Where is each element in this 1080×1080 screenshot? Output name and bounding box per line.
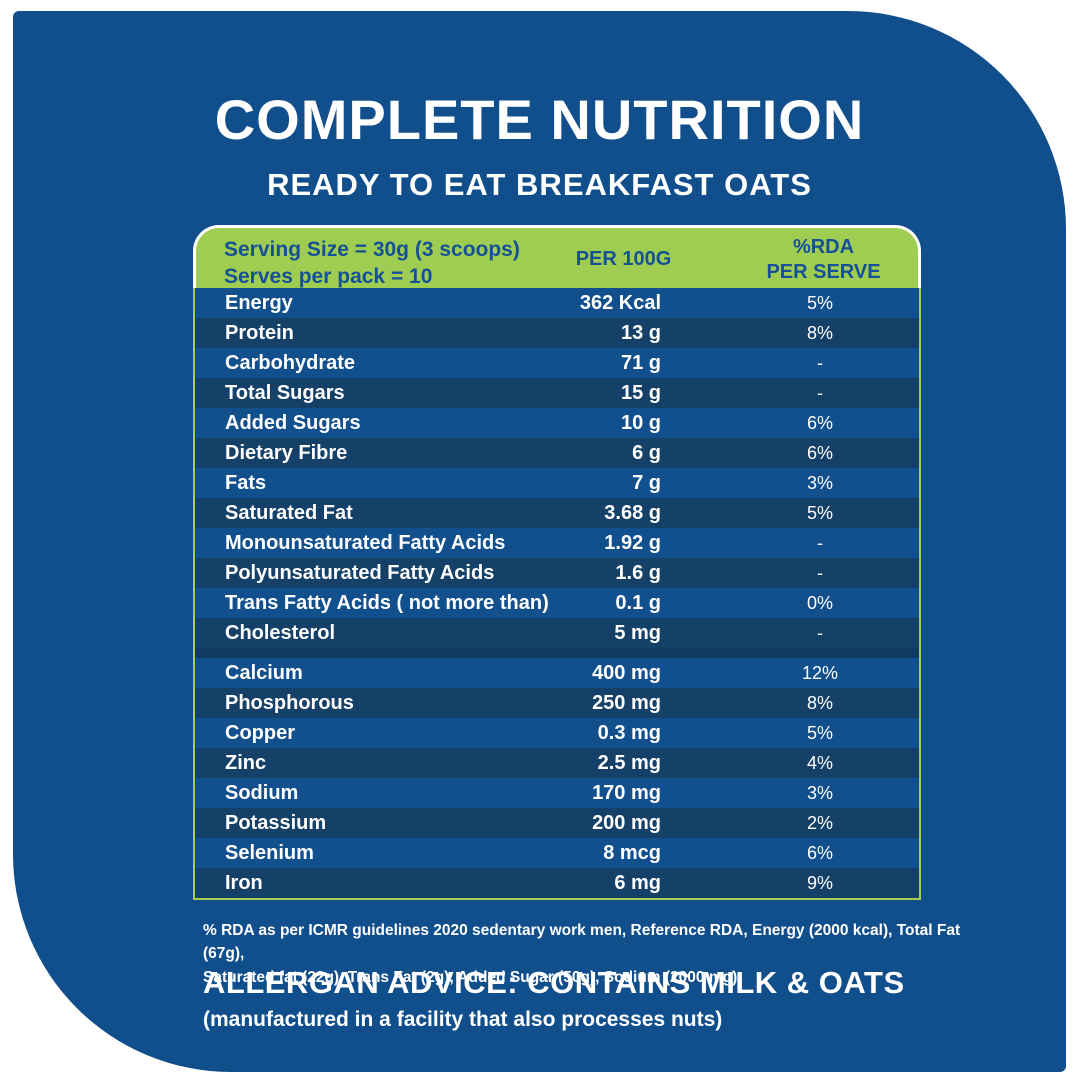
nutrient-value-per-100g: 200 mg [592, 811, 661, 834]
nutrient-value-per-100g: 0.3 mg [597, 721, 661, 744]
nutrient-rda-per-serve: 5% [806, 722, 833, 743]
nutrient-value-per-100g: 5 mg [614, 621, 661, 644]
nutrient-value-per-100g: 170 mg [592, 781, 661, 804]
nutrient-name: Dietary Fibre [225, 441, 348, 464]
nutrient-row: Sodium 170 mg 3% [195, 778, 919, 808]
rda-footnote: % RDA as per ICMR guidelines 2020 sedent… [203, 919, 963, 989]
nutrient-rda-per-serve: - [817, 622, 823, 643]
nutrient-name: Cholesterol [225, 621, 336, 644]
nutrient-rda-per-serve: - [817, 532, 823, 553]
page-title: COMPLETE NUTRITION [214, 88, 865, 151]
nutrient-name: Polyunsaturated Fatty Acids [225, 561, 495, 584]
nutrient-name: Iron [225, 871, 263, 894]
nutrient-name: Zinc [225, 751, 267, 774]
nutrient-name: Total Sugars [225, 381, 345, 404]
nutrient-value-per-100g: 400 mg [592, 661, 661, 684]
nutrient-value-per-100g: 1.92 g [604, 531, 661, 554]
nutrient-row: Monounsaturated Fatty Acids 1.92 g - [195, 528, 919, 558]
nutrient-rda-per-serve: 4% [806, 752, 833, 773]
nutrient-rda-per-serve: 3% [806, 472, 833, 493]
nutrition-table-body: Energy 362 Kcal 5% Protein 13 g 8% Carbohydrat… [193, 288, 921, 900]
allergen-advice: ALLERGAN ADVICE: CONTAINS MILK & OATS [203, 965, 905, 1000]
nutrient-rda-per-serve: 6% [806, 442, 833, 463]
nutrition-label-card: COMPLETE NUTRITION READY TO EAT BREAKFAS… [13, 11, 1066, 1072]
nutrient-name: Calcium [225, 661, 303, 684]
nutrient-value-per-100g: 6 g [632, 441, 661, 464]
nutrient-name: Protein [225, 321, 294, 344]
nutrient-rda-per-serve: - [817, 352, 823, 373]
nutrient-value-per-100g: 6 mg [614, 871, 661, 894]
nutrient-row: Energy 362 Kcal 5% [195, 288, 919, 318]
nutrient-rda-per-serve: - [817, 562, 823, 583]
nutrient-name: Monounsaturated Fatty Acids [225, 531, 506, 554]
nutrient-row: Calcium 400 mg 12% [195, 658, 919, 688]
nutrient-value-per-100g: 3.68 g [604, 501, 661, 524]
nutrient-rda-per-serve: 12% [801, 662, 839, 683]
nutrient-value-per-100g: 1.6 g [615, 561, 661, 584]
serving-size-line: Serving Size = 30g (3 scoops) [224, 238, 520, 261]
rda-header-line2: PER SERVE [766, 261, 881, 283]
nutrient-name: Selenium [225, 841, 314, 864]
nutrient-rda-per-serve: - [817, 382, 823, 403]
nutrient-row: Trans Fatty Acids ( not more than) 0.1 g 0… [195, 588, 919, 618]
nutrient-rda-per-serve: 6% [806, 412, 833, 433]
nutrient-rda-per-serve: 6% [806, 842, 833, 863]
nutrient-row: Cholesterol 5 mg - [195, 618, 919, 648]
nutrient-name: Carbohydrate [225, 351, 356, 374]
rda-footnote-line1: % RDA as per ICMR guidelines 2020 sedent… [203, 922, 961, 963]
nutrient-row: Saturated Fat 3.68 g 5% [195, 498, 919, 528]
nutrition-table: Serving Size = 30g (3 scoops) Serves per… [193, 225, 921, 900]
nutrient-rda-per-serve: 3% [806, 782, 833, 803]
column-header-per-100g: PER 100G [575, 248, 672, 270]
nutrient-row: Zinc 2.5 mg 4% [195, 748, 919, 778]
nutrient-name: Added Sugars [225, 411, 361, 434]
nutrient-value-per-100g: 7 g [632, 471, 661, 494]
nutrient-name: Energy [225, 291, 293, 314]
serving-info: Serving Size = 30g (3 scoops) Serves per… [224, 236, 520, 291]
nutrient-row: Protein 13 g 8% [195, 318, 919, 348]
nutrient-rda-per-serve: 2% [806, 812, 833, 833]
nutrient-name: Potassium [225, 811, 327, 834]
nutrient-value-per-100g: 0.1 g [615, 591, 661, 614]
nutrient-value-per-100g: 8 mcg [603, 841, 661, 864]
serves-per-pack-line: Serves per pack = 10 [224, 265, 433, 289]
rda-footnote-line2: Saturated fat (22g), Trans Fat (2g), Add… [203, 968, 738, 986]
nutrient-row: Polyunsaturated Fatty Acids 1.6 g - [195, 558, 919, 588]
nutrient-row: Total Sugars 15 g - [195, 378, 919, 408]
nutrient-name: Trans Fatty Acids ( not more than) [225, 591, 549, 614]
nutrient-rda-per-serve: 5% [806, 502, 833, 523]
nutrient-row: Fats 7 g 3% [195, 468, 919, 498]
nutrient-row: Iron 6 mg 9% [195, 868, 919, 898]
nutrient-value-per-100g: 13 g [620, 321, 661, 344]
column-header-rda-per-serve: %RDA PER SERVE [736, 235, 911, 285]
nutrient-value-per-100g: 362 Kcal [579, 291, 661, 314]
nutrient-row: Dietary Fibre 6 g 6% [195, 438, 919, 468]
nutrient-value-per-100g: 15 g [620, 381, 661, 404]
nutrient-value-per-100g: 10 g [620, 411, 661, 434]
nutrient-name: Sodium [225, 781, 299, 804]
nutrient-name: Phosphorous [225, 691, 354, 714]
nutrient-rda-per-serve: 5% [806, 292, 833, 313]
nutrient-rda-per-serve: 0% [806, 592, 833, 613]
nutrient-name: Saturated Fat [225, 501, 353, 524]
nutrient-rda-per-serve: 9% [806, 872, 833, 893]
nutrient-row: Selenium 8 mcg 6% [195, 838, 919, 868]
nutrient-rda-per-serve: 8% [806, 322, 833, 343]
rda-header-line1: %RDA [792, 236, 855, 258]
nutrient-value-per-100g: 71 g [620, 351, 661, 374]
nutrient-value-per-100g: 250 mg [592, 691, 661, 714]
nutrition-table-header: Serving Size = 30g (3 scoops) Serves per… [193, 225, 921, 288]
section-spacer [195, 648, 919, 658]
nutrient-row: Carbohydrate 71 g - [195, 348, 919, 378]
nutrient-row: Added Sugars 10 g 6% [195, 408, 919, 438]
nutrient-name: Copper [225, 721, 295, 744]
facility-note: (manufactured in a facility that also pr… [203, 1008, 723, 1031]
nutrient-row: Phosphorous 250 mg 8% [195, 688, 919, 718]
nutrient-row: Potassium 200 mg 2% [195, 808, 919, 838]
nutrient-row: Copper 0.3 mg 5% [195, 718, 919, 748]
nutrient-value-per-100g: 2.5 mg [597, 751, 661, 774]
nutrient-rda-per-serve: 8% [806, 692, 833, 713]
nutrient-name: Fats [225, 471, 267, 494]
page-subtitle: READY TO EAT BREAKFAST OATS [267, 167, 812, 202]
